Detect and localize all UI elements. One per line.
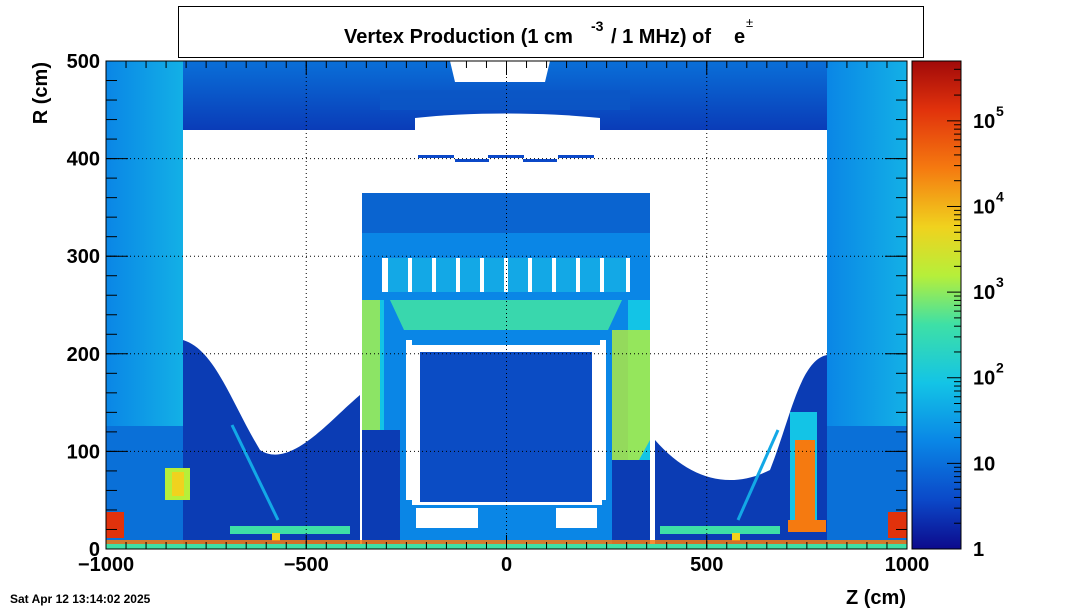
y-tick-label: 400 — [67, 149, 100, 171]
y-tick-label: 500 — [67, 51, 100, 73]
y-tick-label: 200 — [67, 344, 100, 366]
title-box: Vertex Production (1 cm -3 / 1 MHz) of e… — [178, 6, 924, 58]
left-endcap-region — [106, 61, 183, 426]
title-text: Vertex Production (1 cm — [344, 26, 573, 48]
colorbar-tick-exponent: 4 — [996, 188, 1004, 204]
colorbar-tick-exponent: 5 — [996, 103, 1004, 119]
x-tick-label: −1000 — [78, 554, 134, 576]
colorbar-tick-label: 10 — [973, 368, 995, 390]
colorbar-tick-label: 10 — [973, 111, 995, 133]
title-particle-charge: ± — [746, 15, 754, 30]
x-axis-label: Z (cm) — [846, 587, 906, 609]
y-tick-label: 100 — [67, 441, 100, 463]
title-exponent: -3 — [591, 18, 604, 34]
inner-detector-region — [420, 352, 592, 502]
x-axis: −1000 −500 0 500 1000 — [78, 61, 929, 576]
colorbar-tick-label: 1 — [973, 539, 984, 561]
x-tick-label: 500 — [690, 554, 723, 576]
title-particle: e — [734, 26, 746, 48]
y-tick-label: 0 — [89, 539, 100, 561]
colorbar — [912, 61, 961, 549]
colorbar-tick-exponent: 2 — [996, 360, 1004, 376]
y-axis-label: R (cm) — [30, 62, 52, 124]
colorbar-tick-label: 10 — [973, 196, 995, 218]
x-tick-label: 1000 — [885, 554, 930, 576]
grid-lines — [106, 61, 907, 549]
colorbar-tick-exponent: 3 — [996, 274, 1004, 290]
title-text-rest: / 1 MHz) of — [611, 26, 711, 48]
colorbar-tick-label: 10 — [973, 282, 995, 304]
right-endcap-region — [827, 61, 907, 426]
x-tick-label: −500 — [284, 554, 329, 576]
colorbar-tick-label: 10 — [973, 453, 995, 475]
x-tick-label: 0 — [501, 554, 512, 576]
timestamp: Sat Apr 12 13:14:02 2025 — [10, 592, 151, 606]
y-tick-label: 300 — [67, 246, 100, 268]
y-axis: 0 100 200 300 400 500 — [67, 51, 907, 561]
